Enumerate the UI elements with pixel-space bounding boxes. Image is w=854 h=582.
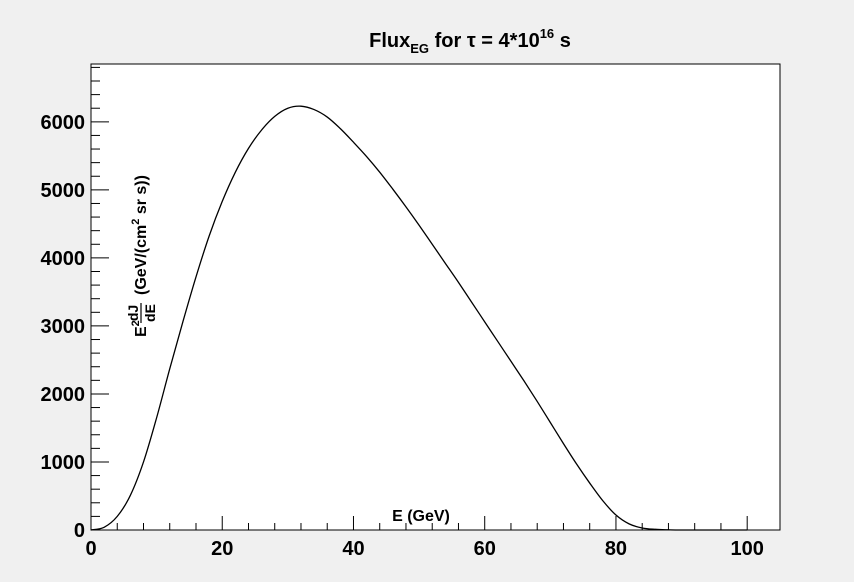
y-title-numerator: dJ — [125, 305, 141, 321]
flux-curve — [90, 105, 748, 531]
y-title-denominator: dE — [142, 304, 158, 322]
y-tick-label: 3000 — [41, 316, 86, 338]
x-tick-label: 80 — [605, 538, 627, 560]
y-tick-label: 5000 — [41, 180, 86, 202]
title-tail: s — [554, 30, 571, 52]
svg-text:E2: E2 — [130, 320, 150, 337]
x-tick-label: 0 — [85, 538, 96, 560]
x-tick-label: 60 — [474, 538, 496, 560]
chart-title: FluxEG for τ = 4*1016 s — [369, 26, 571, 56]
x-tick-label: 40 — [342, 538, 364, 560]
title-main: Flux — [369, 30, 410, 52]
x-tick-label: 20 — [211, 538, 233, 560]
title-mid-superscript: 16 — [540, 26, 554, 41]
y-title-units-b: sr s)) — [133, 175, 150, 219]
y-title-units-a: (GeV/(cm — [133, 225, 150, 295]
y-tick-label: 1000 — [41, 452, 86, 474]
plot-area — [90, 63, 781, 531]
svg-text:(GeV/(cm2 sr s)): (GeV/(cm2 sr s)) — [130, 175, 150, 295]
x-tick-label: 100 — [731, 538, 764, 560]
y-tick-label: 0 — [74, 520, 85, 542]
y-axis-title: E2 dJ dE (GeV/(cm2 sr s)) — [125, 175, 158, 337]
y-title-e: E — [133, 326, 150, 337]
x-axis-title: E (GeV) — [392, 508, 450, 525]
title-main-subscript: EG — [410, 41, 429, 56]
y-title-e-superscript: 2 — [130, 320, 142, 326]
y-tick-label: 4000 — [41, 248, 86, 270]
y-title-units-superscript: 2 — [130, 219, 142, 225]
title-mid: for τ = 4*10 — [429, 30, 540, 52]
y-tick-label: 6000 — [41, 112, 86, 134]
y-tick-label: 2000 — [41, 384, 86, 406]
